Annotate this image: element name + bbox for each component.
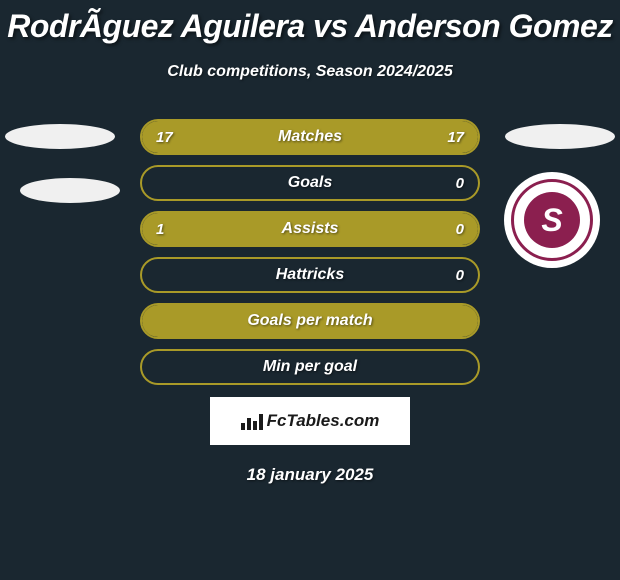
club-badge-letter: S [524,192,580,248]
player-photo-placeholder-left-2 [20,178,120,203]
stat-label: Min per goal [263,358,357,376]
stat-label: Assists [282,220,339,238]
stat-value-left: 1 [156,221,164,238]
player-photo-placeholder-left-1 [5,124,115,149]
stat-row: Min per goal [140,349,480,385]
stat-value-right: 0 [456,221,464,238]
stat-row: 1 Assists 0 [140,211,480,247]
club-badge-ring: S [511,179,593,261]
stat-value-right: 0 [456,175,464,192]
stat-label: Goals per match [247,312,372,330]
stat-value-left: 17 [156,129,173,146]
subtitle: Club competitions, Season 2024/2025 [0,63,620,81]
stat-value-right: 17 [447,129,464,146]
stat-label: Matches [278,128,342,146]
stat-label: Goals [288,174,332,192]
footer-brand-box: FcTables.com [210,397,410,445]
club-badge: S [504,172,600,268]
stat-row: 17 Matches 17 [140,119,480,155]
player-photo-placeholder-right-1 [505,124,615,149]
stat-row: Hattricks 0 [140,257,480,293]
stat-row: Goals 0 [140,165,480,201]
stat-row: Goals per match [140,303,480,339]
footer-brand-text: FcTables.com [267,411,380,431]
date-label: 18 january 2025 [0,465,620,485]
stat-value-right: 0 [456,267,464,284]
stats-container: 17Matches17Goals01Assists0Hattricks0Goal… [140,119,480,385]
page-title: RodrÃ­guez Aguilera vs Anderson Gomez [0,0,620,45]
stat-label: Hattricks [276,266,344,284]
chart-icon [241,412,263,430]
